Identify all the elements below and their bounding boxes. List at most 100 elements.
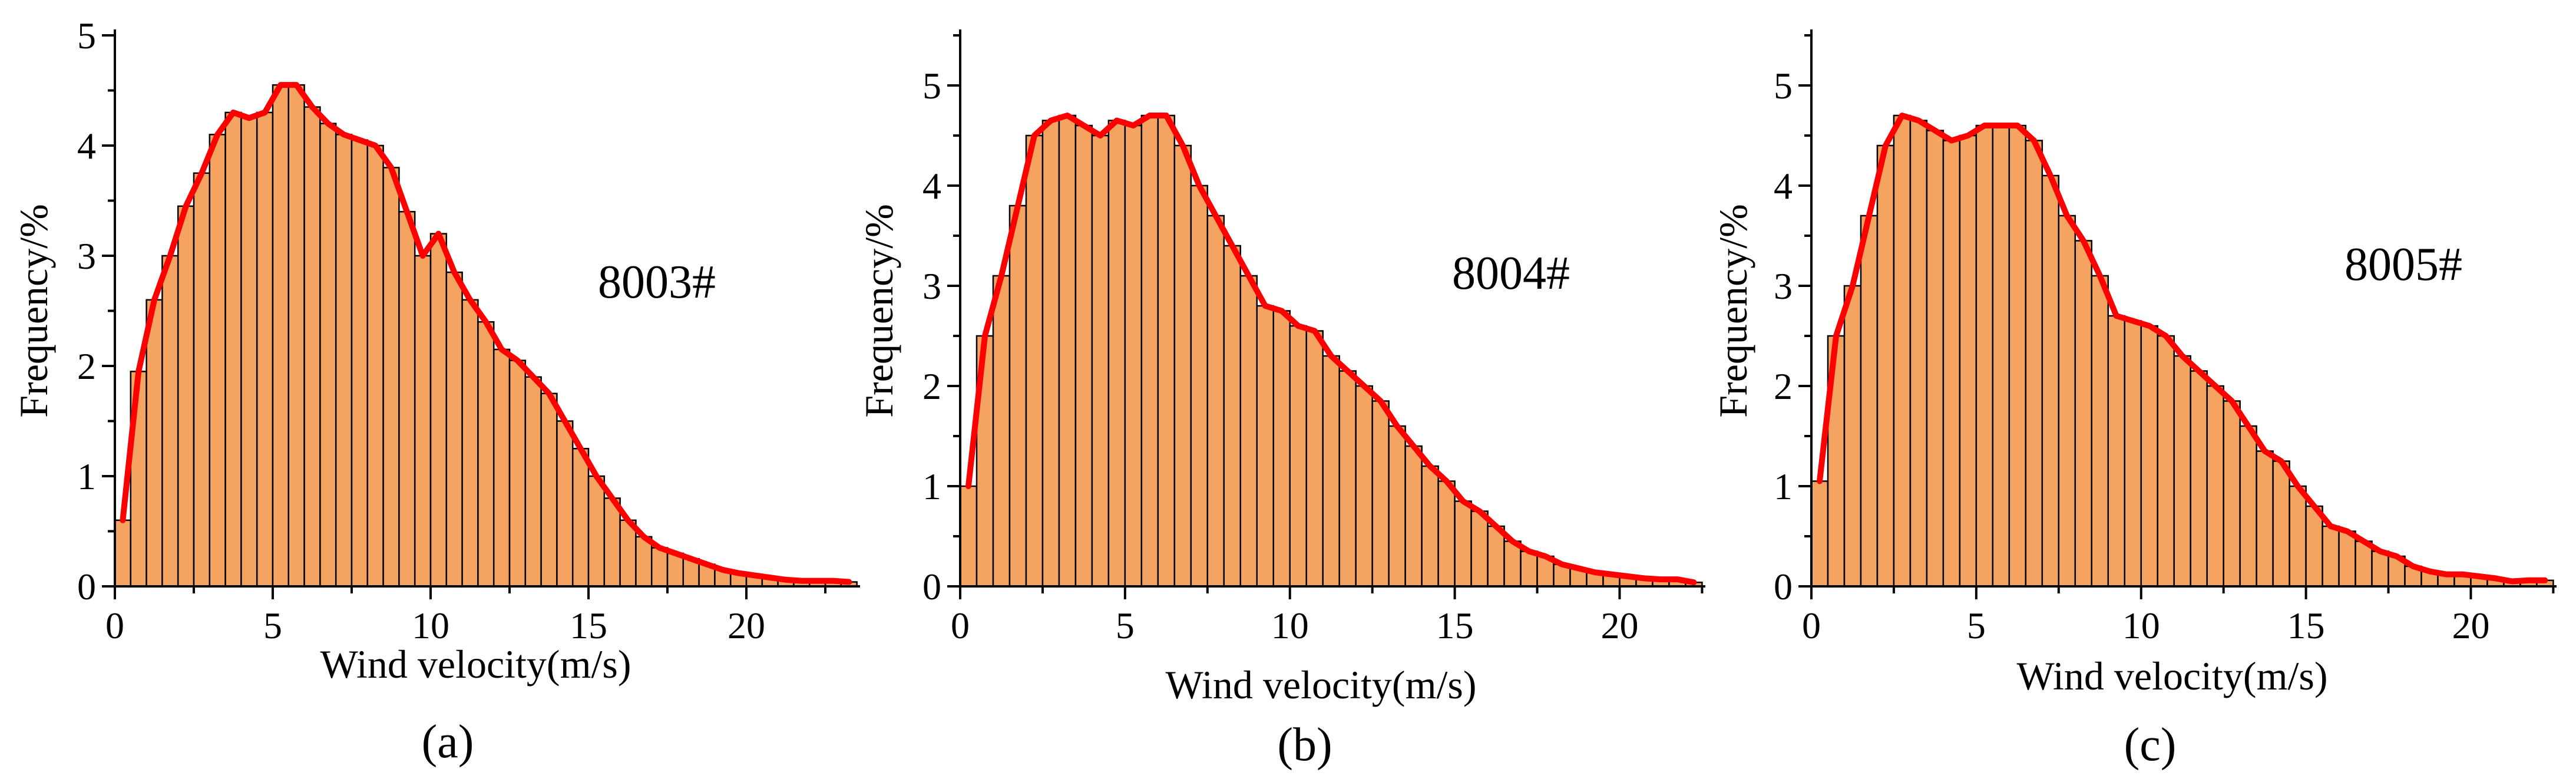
histogram-bar <box>603 497 621 588</box>
y-tick-label: 3 <box>922 265 941 307</box>
histogram-bar <box>524 376 542 588</box>
y-tick-label: 4 <box>77 125 96 167</box>
frequency-curve <box>1816 113 2548 585</box>
histogram-bar <box>1909 120 1928 588</box>
histogram-bar <box>1223 245 1242 588</box>
histogram-bar <box>1926 130 1945 588</box>
x-tick-label: 10 <box>1271 605 1309 646</box>
histogram-bar <box>240 117 258 588</box>
y-tick-label: 2 <box>1774 365 1793 407</box>
histogram-bar <box>1876 144 1895 588</box>
histogram-bar <box>2272 460 2290 588</box>
histogram-bar <box>2371 550 2389 588</box>
y-tick-label: 4 <box>922 165 941 207</box>
histogram-bar <box>335 134 353 588</box>
histogram-bar <box>2074 240 2093 588</box>
x-tick-label: 20 <box>2452 605 2489 646</box>
panel-tag: (c) <box>2124 719 2177 771</box>
histogram-bar <box>209 134 226 588</box>
histogram-bar <box>1157 114 1176 588</box>
histogram-bar <box>1487 525 1505 588</box>
histogram-bar <box>272 84 290 588</box>
panel-tag: (b) <box>1277 719 1332 771</box>
x-axis-label: Wind velocity(m/s) <box>1166 662 1477 707</box>
histogram-bar <box>2239 425 2257 588</box>
histogram-bar <box>161 255 179 588</box>
histogram-bar <box>2256 450 2274 588</box>
histogram-bar <box>1272 310 1291 588</box>
y-axis-label: Frequency/% <box>1711 204 1755 418</box>
panel-b: 0 1 2 3 4 5 0 5 10 15 20 Wind velocity(m/s) Frequenc… <box>857 29 1705 771</box>
histogram-bar <box>1256 305 1275 588</box>
histogram-bar <box>2140 325 2158 588</box>
histogram-bar <box>1008 204 1027 588</box>
x-tick-label: 5 <box>263 605 282 646</box>
histogram-bar <box>1893 114 1912 588</box>
y-tick-label: 4 <box>1774 165 1793 207</box>
histogram-bar <box>1091 134 1110 588</box>
panel-a: 0 1 2 3 4 5 0 5 10 15 20 Wind velocity(m/s) Frequenc… <box>11 15 860 768</box>
histogram-bar <box>2008 124 2027 588</box>
histogram-bar <box>1124 124 1143 588</box>
histogram-bar <box>2058 215 2076 588</box>
histogram-bar <box>1437 480 1456 588</box>
histogram-bar <box>1421 465 1439 588</box>
histogram-bar <box>303 106 321 588</box>
histogram-bar <box>1992 124 2010 588</box>
x-tick-label: 0 <box>951 605 970 646</box>
histogram-bar <box>2124 320 2142 588</box>
histogram-bar <box>177 205 195 588</box>
histogram-bar <box>492 348 511 588</box>
x-axis-label: Wind velocity(m/s) <box>320 642 631 687</box>
y-tick-label: 2 <box>77 345 96 387</box>
histogram-bar <box>398 210 416 588</box>
x-tick-label: 15 <box>2287 605 2325 646</box>
histogram-bar <box>429 233 448 588</box>
histogram-bar <box>1058 114 1077 588</box>
histogram-bar <box>2206 385 2224 588</box>
x-tick-label: 10 <box>2122 605 2160 646</box>
histogram-bar <box>1305 330 1324 588</box>
histogram-bar <box>959 485 978 588</box>
x-tick-label: 5 <box>1116 605 1135 646</box>
x-tick-label: 10 <box>412 605 449 646</box>
y-tick-label: 5 <box>1774 65 1793 107</box>
histogram-bar <box>414 255 432 588</box>
histogram-bar <box>2173 355 2191 588</box>
histogram-bar <box>2223 400 2241 588</box>
histogram-bar <box>146 299 163 588</box>
histogram-bar <box>1860 215 1879 588</box>
frequency-curve <box>120 82 852 585</box>
panel-c: 0 1 2 3 4 5 0 5 10 15 20 Wind velocity(m/s) Frequenc… <box>1711 29 2557 771</box>
histogram-bar <box>1975 124 1994 588</box>
histogram-bar <box>1355 385 1373 588</box>
histogram-bar <box>1454 500 1472 588</box>
histogram-bar <box>540 392 558 588</box>
y-tick-label: 3 <box>77 235 96 277</box>
histogram-bar <box>1404 445 1423 588</box>
histogram-bar <box>1843 285 1862 588</box>
histogram-bar <box>1810 480 1829 588</box>
panel-tag: (a) <box>422 716 474 768</box>
histogram-bar <box>587 475 606 588</box>
histogram-bar <box>1074 124 1093 588</box>
histogram-bar <box>2041 174 2060 588</box>
histogram-bar <box>650 547 669 588</box>
histogram-bar <box>382 167 400 588</box>
histogram-bar <box>1959 134 1978 588</box>
histogram-bar <box>1041 120 1060 588</box>
histogram-bar <box>461 299 479 588</box>
histogram-bar <box>508 359 527 588</box>
station-annotation: 8005# <box>2344 239 2462 291</box>
y-tick-label: 1 <box>1774 466 1793 507</box>
y-tick-label: 0 <box>922 566 941 608</box>
histogram-bar <box>1025 134 1044 588</box>
y-tick-label: 1 <box>922 466 941 507</box>
histogram-bar <box>1289 325 1307 588</box>
histogram-bar <box>1239 275 1258 588</box>
histogram-bar <box>992 275 1011 588</box>
station-annotation: 8004# <box>1452 248 1570 299</box>
x-tick-label: 15 <box>570 605 607 646</box>
histogram-bar <box>2305 505 2323 588</box>
histogram-bar <box>1140 114 1159 588</box>
